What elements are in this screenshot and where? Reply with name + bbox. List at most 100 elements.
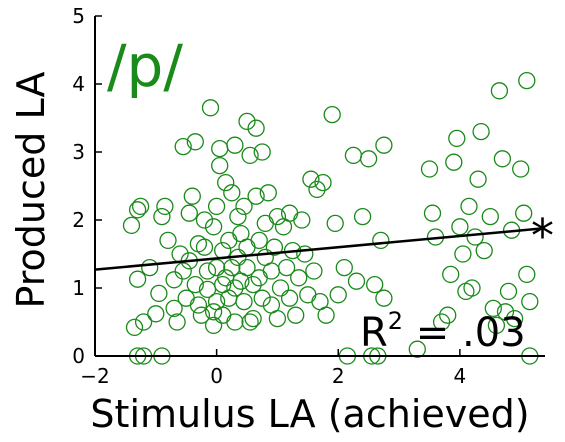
data-point bbox=[174, 262, 192, 280]
data-point bbox=[192, 306, 211, 324]
data-point bbox=[487, 316, 506, 335]
data-point bbox=[359, 150, 378, 168]
data-point bbox=[241, 313, 259, 331]
data-point bbox=[353, 207, 372, 226]
data-point bbox=[128, 201, 147, 219]
data-point bbox=[472, 122, 490, 141]
data-point bbox=[141, 258, 159, 277]
data-point bbox=[125, 318, 144, 337]
data-point bbox=[323, 105, 341, 124]
data-point bbox=[372, 231, 390, 250]
data-point bbox=[165, 299, 183, 318]
x-tick-label: 4 bbox=[453, 364, 466, 388]
data-point bbox=[271, 279, 290, 297]
data-point bbox=[198, 262, 217, 280]
data-point bbox=[226, 313, 244, 331]
x-tick-label: 2 bbox=[332, 364, 345, 388]
data-point bbox=[226, 279, 244, 297]
data-point bbox=[518, 265, 536, 284]
data-point bbox=[344, 146, 363, 165]
data-point bbox=[335, 258, 353, 277]
data-point bbox=[454, 245, 472, 263]
data-point bbox=[186, 133, 204, 151]
data-point bbox=[150, 284, 168, 303]
data-point bbox=[122, 216, 141, 235]
data-point bbox=[442, 265, 460, 284]
data-point bbox=[195, 238, 214, 256]
data-point bbox=[128, 270, 147, 288]
data-point bbox=[211, 139, 229, 158]
data-point bbox=[290, 269, 308, 287]
data-point bbox=[423, 204, 442, 222]
data-point bbox=[244, 309, 262, 328]
y-tick-label: 5 bbox=[72, 4, 85, 28]
data-point bbox=[505, 309, 524, 328]
data-point bbox=[308, 180, 326, 199]
data-point bbox=[250, 231, 268, 250]
data-point bbox=[183, 187, 201, 205]
data-point bbox=[247, 187, 265, 205]
data-point bbox=[250, 269, 268, 287]
data-point bbox=[153, 207, 171, 226]
data-point bbox=[521, 292, 539, 311]
y-tick-label: 0 bbox=[72, 344, 85, 368]
data-point bbox=[448, 129, 466, 148]
data-point bbox=[159, 231, 177, 250]
data-point bbox=[268, 309, 287, 328]
data-point bbox=[238, 258, 256, 277]
data-point bbox=[156, 197, 174, 216]
significance-marker: * bbox=[531, 209, 554, 263]
data-point bbox=[204, 303, 223, 321]
data-point bbox=[214, 306, 232, 324]
data-point bbox=[247, 119, 265, 137]
y-tick-label: 2 bbox=[72, 208, 85, 232]
data-point bbox=[518, 71, 536, 90]
data-point bbox=[195, 211, 214, 229]
data-point bbox=[305, 262, 323, 280]
data-point bbox=[204, 316, 223, 335]
y-tick-label: 4 bbox=[72, 72, 85, 96]
data-point bbox=[408, 340, 426, 358]
data-point bbox=[165, 271, 183, 289]
data-point bbox=[168, 313, 186, 331]
data-point bbox=[235, 292, 253, 311]
regression-line bbox=[94, 226, 546, 271]
x-axis-title: Stimulus LA (achieved) bbox=[90, 392, 529, 436]
data-point bbox=[302, 170, 320, 188]
data-point bbox=[131, 197, 150, 216]
data-point bbox=[147, 305, 165, 323]
x-tick-label: 0 bbox=[210, 364, 223, 388]
data-point bbox=[496, 303, 515, 321]
r-squared-label: R2 = .03 bbox=[360, 307, 526, 356]
data-point bbox=[466, 228, 484, 246]
data-point bbox=[314, 173, 332, 192]
data-point bbox=[296, 245, 314, 263]
data-point bbox=[238, 238, 256, 256]
data-point bbox=[268, 207, 287, 226]
data-point bbox=[326, 214, 344, 233]
data-point bbox=[490, 82, 509, 100]
data-point bbox=[299, 286, 317, 304]
data-point bbox=[287, 306, 305, 324]
data-point bbox=[259, 184, 277, 202]
data-point bbox=[198, 280, 217, 299]
chart-title: /p/ bbox=[107, 32, 183, 100]
data-point bbox=[469, 170, 487, 188]
data-point bbox=[189, 296, 208, 314]
data-point bbox=[186, 275, 204, 294]
data-point bbox=[463, 279, 481, 297]
data-point bbox=[280, 289, 299, 307]
data-point bbox=[366, 275, 384, 294]
data-point bbox=[439, 306, 457, 324]
data-point bbox=[277, 258, 296, 277]
data-point bbox=[229, 207, 247, 226]
data-point bbox=[177, 289, 195, 307]
data-point bbox=[217, 173, 235, 192]
data-point bbox=[420, 160, 439, 178]
data-point bbox=[223, 258, 241, 277]
y-tick-label: 3 bbox=[72, 140, 85, 164]
data-point bbox=[375, 136, 393, 154]
data-point bbox=[445, 153, 463, 171]
data-point bbox=[475, 241, 493, 260]
